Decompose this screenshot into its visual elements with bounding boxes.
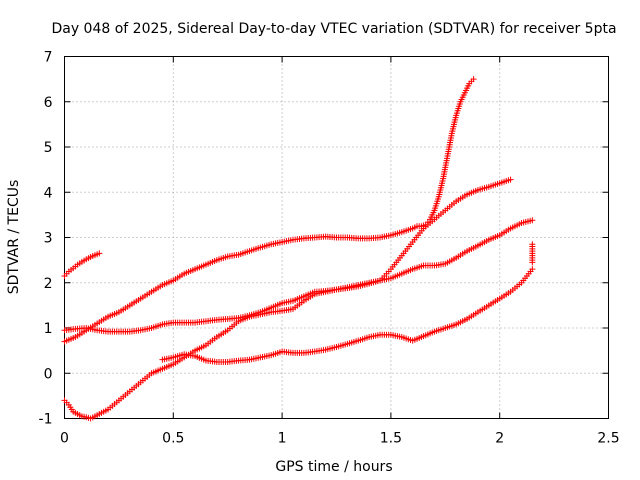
y-axis-label: SDTVAR / TECUs bbox=[6, 180, 22, 295]
chart-title: Day 048 of 2025, Sidereal Day-to-day VTE… bbox=[51, 21, 616, 37]
y-tick-label: 2 bbox=[44, 276, 53, 292]
data-points bbox=[61, 76, 536, 422]
axis-ticks: 0 0.5 1 1.5 2 2.5 -1 0 1 2 3 4 5 6 7 bbox=[39, 50, 620, 447]
data-point bbox=[470, 76, 477, 83]
y-tick-label: 4 bbox=[44, 185, 53, 201]
x-tick-label: 1.5 bbox=[380, 431, 402, 447]
y-tick-label: 6 bbox=[44, 95, 53, 111]
data-point bbox=[96, 250, 103, 257]
x-tick-label: 0.5 bbox=[162, 431, 184, 447]
plot-frame bbox=[64, 56, 609, 419]
data-point bbox=[529, 259, 536, 266]
x-tick-label: 1 bbox=[278, 431, 287, 447]
y-tick-label: 7 bbox=[44, 50, 53, 66]
y-tick-label: 0 bbox=[44, 366, 53, 382]
x-tick-label: 2.5 bbox=[597, 431, 619, 447]
x-tick-label: 0 bbox=[60, 431, 69, 447]
x-tick-label: 2 bbox=[495, 431, 504, 447]
y-tick-label: 3 bbox=[44, 231, 53, 247]
x-axis-label: GPS time / hours bbox=[275, 459, 392, 475]
data-point bbox=[529, 266, 536, 273]
data-point bbox=[507, 176, 514, 183]
y-tick-label: 1 bbox=[44, 321, 53, 337]
data-point bbox=[529, 217, 536, 224]
y-tick-label: 5 bbox=[44, 140, 53, 156]
y-tick-label: -1 bbox=[39, 412, 53, 428]
